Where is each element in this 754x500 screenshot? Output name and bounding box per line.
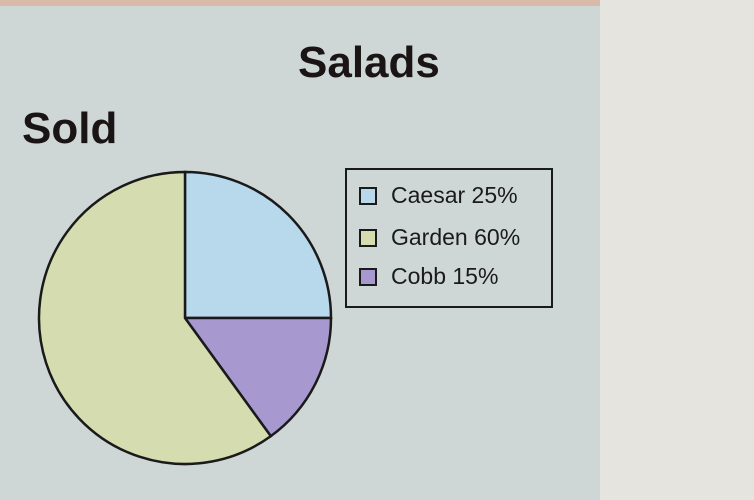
legend-swatch-caesar [359, 186, 377, 205]
legend-label-garden: Garden 60% [391, 224, 521, 250]
legend-swatch-garden [359, 228, 377, 247]
top-edge [0, 0, 600, 6]
pie-slice-caesar [183, 170, 333, 320]
chart-title-line1: Salads [298, 38, 440, 87]
legend-item-garden: Garden 60% [359, 224, 520, 251]
legend-label-caesar: Caesar 25% [391, 182, 518, 208]
screen: Salads Sold Caesar 25% Garden 60% Cobb 1… [0, 0, 600, 500]
legend-swatch-cobb [359, 267, 377, 286]
pie-chart [37, 170, 333, 466]
legend-item-cobb: Cobb 15% [359, 263, 498, 290]
legend: Caesar 25% Garden 60% Cobb 15% [345, 168, 553, 308]
chart-title-line2: Sold [22, 104, 118, 153]
legend-item-caesar: Caesar 25% [359, 182, 518, 209]
legend-label-cobb: Cobb 15% [391, 263, 499, 289]
pie-slice-cobb [182, 316, 333, 438]
pie-slice-garden [37, 170, 273, 466]
